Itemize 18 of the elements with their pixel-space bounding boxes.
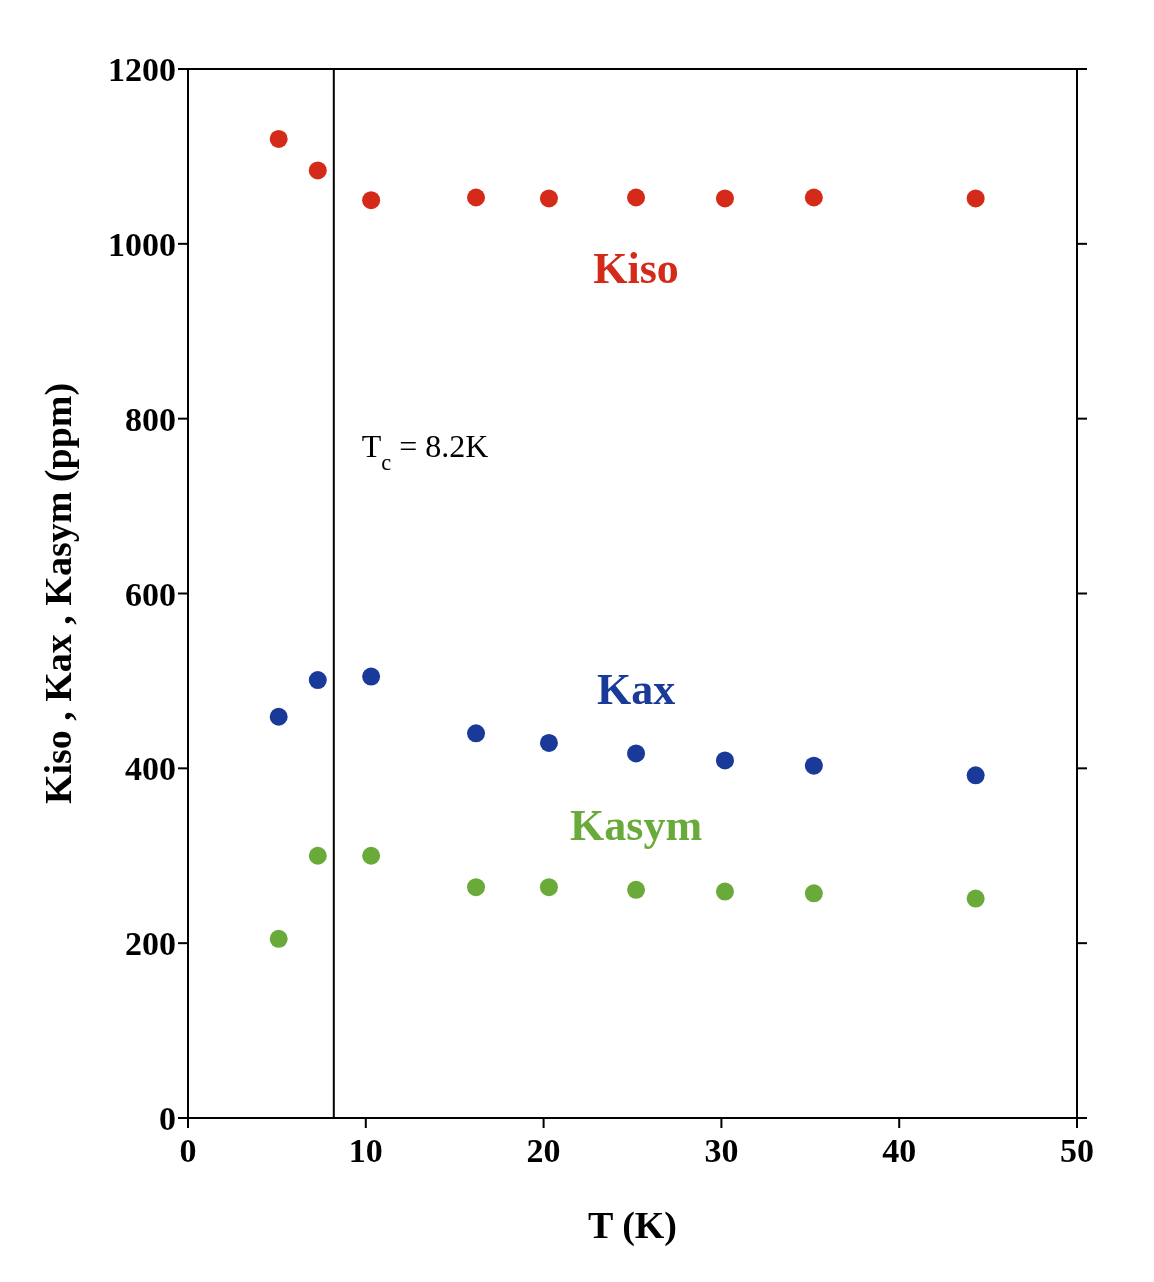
y-axis-title: Kiso , Kax , Kasym (ppm) <box>37 382 81 805</box>
x-tick-label: 50 <box>1060 1132 1094 1170</box>
y-tick-label: 200 <box>125 925 176 963</box>
x-tick-label: 20 <box>526 1132 561 1170</box>
y-tick-label: 800 <box>125 400 176 438</box>
y-tick-label: 400 <box>125 750 176 788</box>
series-label: Kiso <box>593 243 679 293</box>
series-label: Kasym <box>570 801 703 851</box>
x-tick-label: 40 <box>882 1132 917 1170</box>
y-tick-label: 0 <box>159 1100 176 1138</box>
y-tick-label: 600 <box>125 575 176 613</box>
x-tick-label: 10 <box>348 1132 383 1170</box>
x-axis-title: T (K) <box>587 1204 678 1247</box>
x-tick-label: 30 <box>704 1132 739 1170</box>
ref-line-label: T$_{c}$ = 8.2K <box>361 428 489 475</box>
y-tick-label: 1000 <box>108 225 176 263</box>
y-tick-label: 1200 <box>108 51 176 89</box>
series-label: Kax <box>596 664 676 714</box>
